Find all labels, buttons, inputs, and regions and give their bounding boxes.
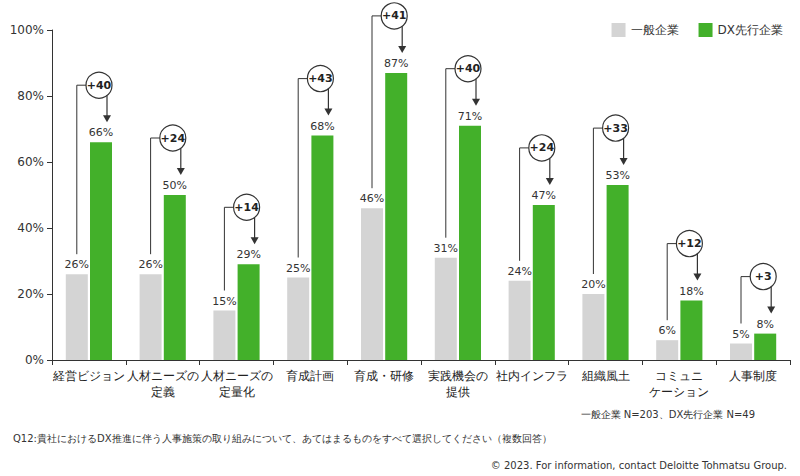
svg-text:社内インフラ: 社内インフラ [496,369,568,383]
svg-text:20%: 20% [581,278,605,291]
svg-text:24%: 24% [507,265,531,278]
svg-text:一般企業: 一般企業 [631,23,679,37]
svg-text:46%: 46% [360,192,384,205]
svg-text:人材ニーズの: 人材ニーズの [201,369,273,383]
svg-text:Q12:貴社におけるDX推進に伴う人事施策の取り組みについて: Q12:貴社におけるDX推進に伴う人事施策の取り組みについて、あてはまるものをす… [13,433,552,444]
svg-text:+40: +40 [87,79,112,92]
svg-text:+24: +24 [530,141,555,154]
svg-text:68%: 68% [310,120,334,133]
svg-text:15%: 15% [212,295,236,308]
svg-text:+3: +3 [755,270,772,283]
svg-text:87%: 87% [384,57,408,70]
svg-text:53%: 53% [605,169,629,182]
svg-text:+12: +12 [677,237,702,250]
svg-text:DX先行企業: DX先行企業 [718,23,783,37]
svg-text:40%: 40% [17,221,44,235]
svg-text:100%: 100% [10,23,44,37]
svg-text:定量化: 定量化 [219,385,255,399]
svg-text:60%: 60% [17,155,44,169]
svg-text:© 2023. For information, conta: © 2023. For information, contact Deloitt… [491,460,787,471]
svg-text:経営ビジョン: 経営ビジョン [52,369,125,383]
svg-text:育成計画: 育成計画 [286,369,334,383]
svg-text:実践機会の: 実践機会の [428,369,488,383]
svg-text:人材ニーズの: 人材ニーズの [127,369,199,383]
svg-text:26%: 26% [138,258,162,271]
svg-text:コミュニ: コミュニ [655,369,703,383]
svg-text:47%: 47% [532,189,556,202]
svg-text:提供: 提供 [446,385,470,399]
svg-text:5%: 5% [732,328,749,341]
svg-text:組織風土: 組織風土 [581,369,630,383]
svg-text:66%: 66% [89,126,113,139]
svg-text:+24: +24 [161,132,186,145]
svg-text:+40: +40 [456,62,481,75]
svg-text:育成・研修: 育成・研修 [354,369,414,383]
svg-text:人事制度: 人事制度 [729,369,777,383]
svg-text:一般企業 N=203、DX先行企業 N=49: 一般企業 N=203、DX先行企業 N=49 [581,409,755,420]
svg-text:+14: +14 [234,201,259,214]
svg-text:18%: 18% [679,285,703,298]
svg-text:20%: 20% [17,287,44,301]
svg-text:25%: 25% [286,262,310,275]
svg-text:+41: +41 [382,9,407,22]
svg-text:71%: 71% [458,110,482,123]
svg-text:50%: 50% [163,179,187,192]
svg-text:0%: 0% [25,353,44,367]
svg-text:80%: 80% [17,89,44,103]
svg-text:定義: 定義 [151,385,175,399]
svg-text:26%: 26% [65,258,89,271]
svg-text:31%: 31% [434,242,458,255]
svg-text:29%: 29% [236,248,260,261]
svg-text:+33: +33 [603,122,628,135]
svg-text:6%: 6% [658,324,675,337]
svg-text:8%: 8% [756,318,773,331]
svg-text:+43: +43 [308,72,333,85]
svg-text:ケーション: ケーション [649,385,709,399]
